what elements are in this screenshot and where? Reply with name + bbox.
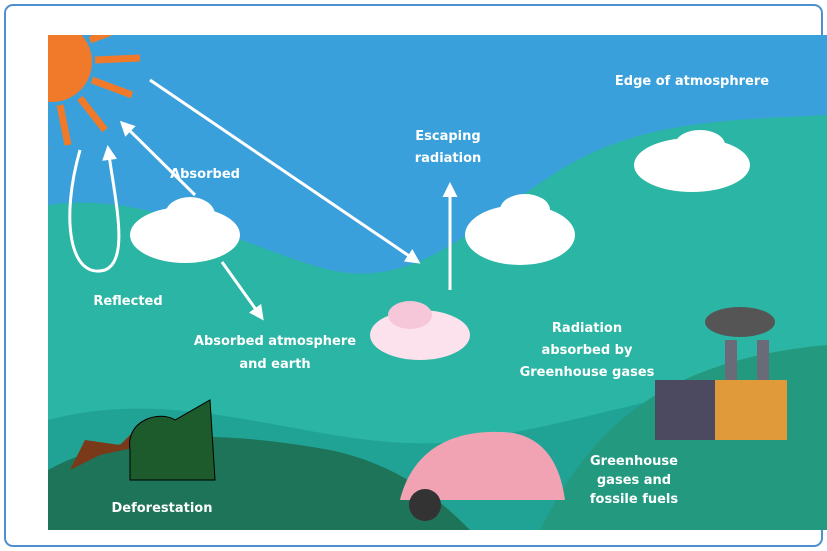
label-greenhouse-absorbed: absorbed by: [542, 343, 633, 358]
label-deforestation: Deforestation: [111, 501, 212, 516]
label-fuels: gases and: [597, 473, 671, 488]
label-fuels: fossile fuels: [590, 492, 679, 507]
label-edge: Edge of atmosphrere: [615, 74, 769, 89]
label-escaping: Escaping: [415, 129, 480, 144]
label-escaping: radiation: [415, 151, 482, 166]
label-absorbed-earth: Absorbed atmosphere: [194, 334, 356, 349]
label-reflected: Reflected: [93, 294, 162, 309]
label-absorbed-earth: and earth: [239, 357, 310, 372]
label-fuels: Greenhouse: [590, 454, 678, 469]
label-absorbed: Absorbed: [170, 167, 240, 182]
label-greenhouse-absorbed: Greenhouse gases: [520, 365, 655, 380]
diagram: Edge of atmosphrere Escaping radiation A…: [0, 0, 827, 551]
label-greenhouse-absorbed: Radiation: [552, 321, 622, 336]
